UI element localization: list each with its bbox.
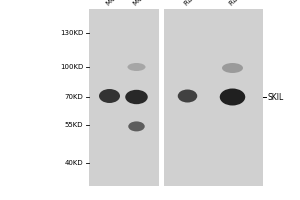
Ellipse shape [178,90,197,102]
Text: Rat heart: Rat heart [228,0,256,7]
Text: 130KD: 130KD [60,30,83,36]
Ellipse shape [128,121,145,131]
Ellipse shape [222,63,243,73]
Ellipse shape [99,89,120,103]
FancyBboxPatch shape [88,9,159,186]
Text: Mouse heart: Mouse heart [132,0,167,7]
Text: Rat skeletal muscle: Rat skeletal muscle [183,0,236,7]
Ellipse shape [220,88,245,106]
Text: Mouse skeletal muscle: Mouse skeletal muscle [105,0,165,7]
Text: 40KD: 40KD [65,160,83,166]
Text: 100KD: 100KD [60,64,83,70]
Ellipse shape [128,63,146,71]
Ellipse shape [125,90,148,104]
Text: 70KD: 70KD [65,94,83,100]
Text: SKIL: SKIL [267,92,283,102]
Text: 55KD: 55KD [65,122,83,128]
FancyBboxPatch shape [164,9,262,186]
